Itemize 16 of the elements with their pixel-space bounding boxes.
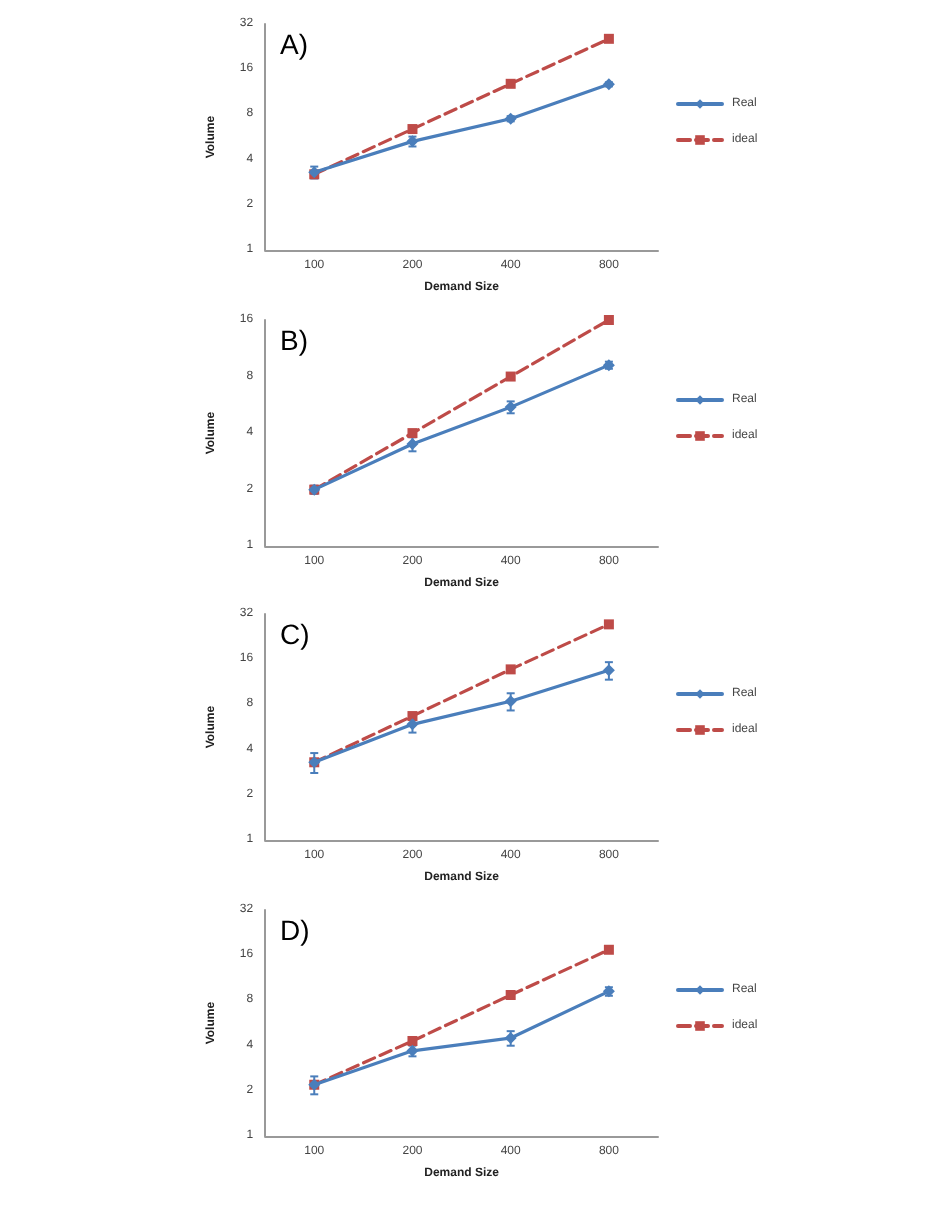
point [505,371,516,382]
point [504,695,517,708]
chart-title: C) [280,618,310,650]
point [407,711,418,722]
point [602,664,615,677]
point [603,619,614,630]
chart-title: B) [280,324,308,356]
point [603,33,614,44]
point [505,990,516,1001]
chart-title: D) [280,914,310,946]
point [505,664,516,675]
point [505,78,516,89]
chart-title: A) [280,28,308,60]
point [407,124,418,135]
point [603,944,614,955]
point [603,315,614,325]
